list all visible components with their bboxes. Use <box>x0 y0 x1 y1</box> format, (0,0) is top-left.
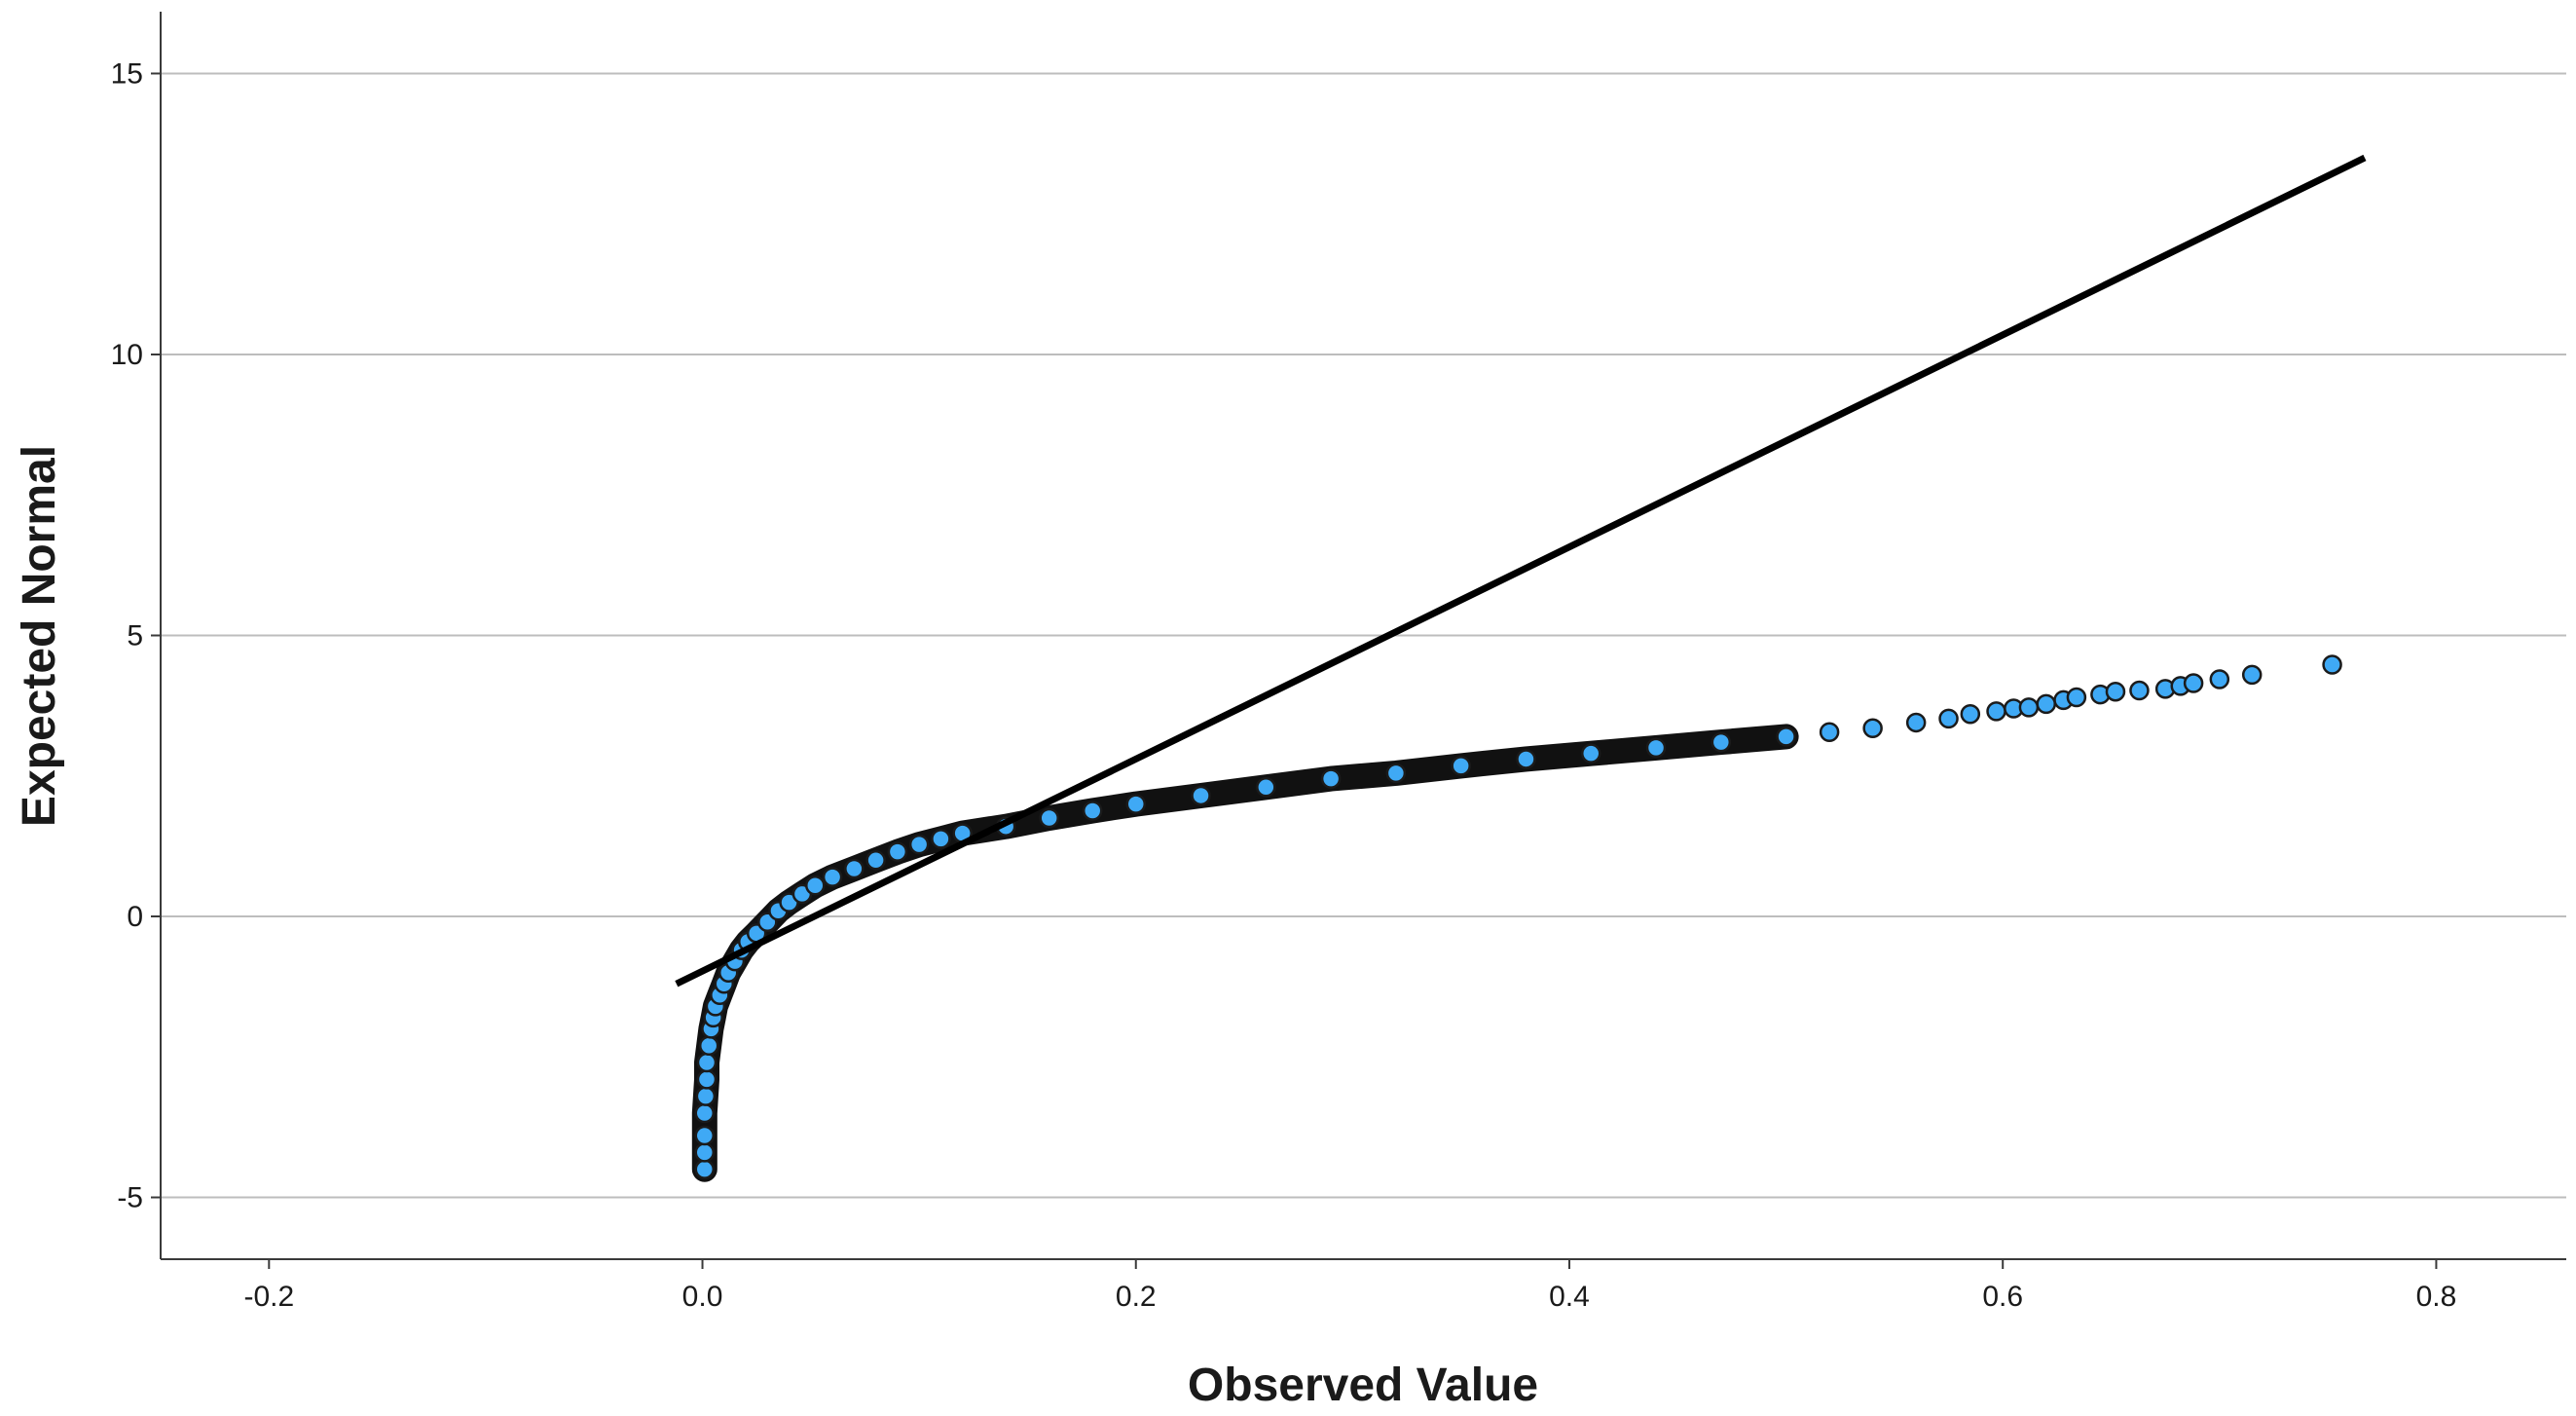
data-point <box>694 1125 716 1146</box>
data-point <box>1711 731 1732 753</box>
data-point <box>931 829 951 849</box>
data-point <box>2036 693 2056 715</box>
data-point <box>1191 785 1211 806</box>
y-tick-label: 15 <box>111 57 143 90</box>
y-tick-label: 0 <box>127 901 143 933</box>
data-point <box>695 1086 717 1106</box>
data-point <box>1938 708 1959 729</box>
data-point <box>1516 749 1536 769</box>
reference-line-layer <box>675 154 2367 987</box>
data-point <box>2129 680 2150 701</box>
x-tick-label: 0.8 <box>2416 1281 2457 1313</box>
data-point <box>696 1052 718 1073</box>
data-points <box>694 654 2342 1179</box>
data-point <box>2241 664 2263 686</box>
data-point <box>805 876 826 896</box>
data-point <box>1776 727 1796 747</box>
data-point <box>887 841 908 862</box>
x-tick-label: 0.4 <box>1549 1281 1590 1313</box>
data-point <box>694 1142 716 1163</box>
data-point <box>1256 777 1276 798</box>
data-point <box>2183 673 2204 693</box>
x-axis-title: Observed Value <box>1188 1360 1538 1411</box>
data-point <box>1862 718 1883 738</box>
data-point <box>822 867 843 887</box>
x-tick-label: 0.2 <box>1116 1281 1157 1313</box>
data-point <box>1039 807 1059 829</box>
data-point <box>844 858 865 879</box>
data-point <box>1320 768 1342 789</box>
data-point <box>1645 737 1667 759</box>
data-point <box>1905 712 1927 733</box>
data-point <box>1125 794 1147 814</box>
data-point <box>2066 687 2087 708</box>
y-tick-label: 5 <box>127 620 143 652</box>
data-point <box>2322 654 2342 675</box>
y-tick-label: 10 <box>111 339 143 371</box>
x-tick-label: 0.6 <box>1982 1281 2023 1313</box>
y-tick-labels: 15 10 5 0 -5 <box>111 57 161 1214</box>
data-point <box>2209 669 2230 689</box>
dense-point-trace <box>691 724 1799 1182</box>
gridlines <box>161 72 2566 1199</box>
y-tick-label: -5 <box>117 1182 143 1214</box>
reference-line <box>675 154 2367 987</box>
data-point <box>694 1102 716 1124</box>
x-tick-label: 0.0 <box>682 1281 723 1313</box>
data-point <box>1986 701 2006 722</box>
data-point <box>1960 704 1981 725</box>
data-point <box>2018 697 2040 718</box>
data-point <box>865 850 886 871</box>
data-point <box>1451 756 1471 776</box>
data-point <box>696 1069 718 1090</box>
data-point <box>698 1035 719 1056</box>
x-tick-label: -0.2 <box>243 1281 294 1313</box>
data-point <box>1580 743 1601 764</box>
data-point <box>1385 763 1407 784</box>
dense-point-band <box>691 724 1799 1182</box>
y-axis-title: Expected Normal <box>14 445 65 827</box>
x-tick-labels: -0.2 0.0 0.2 0.4 0.6 0.8 <box>243 1259 2456 1313</box>
data-point <box>1082 801 1103 821</box>
data-point <box>1819 722 1840 742</box>
data-point <box>908 834 930 855</box>
data-point <box>694 1159 716 1179</box>
data-point <box>2105 681 2126 702</box>
